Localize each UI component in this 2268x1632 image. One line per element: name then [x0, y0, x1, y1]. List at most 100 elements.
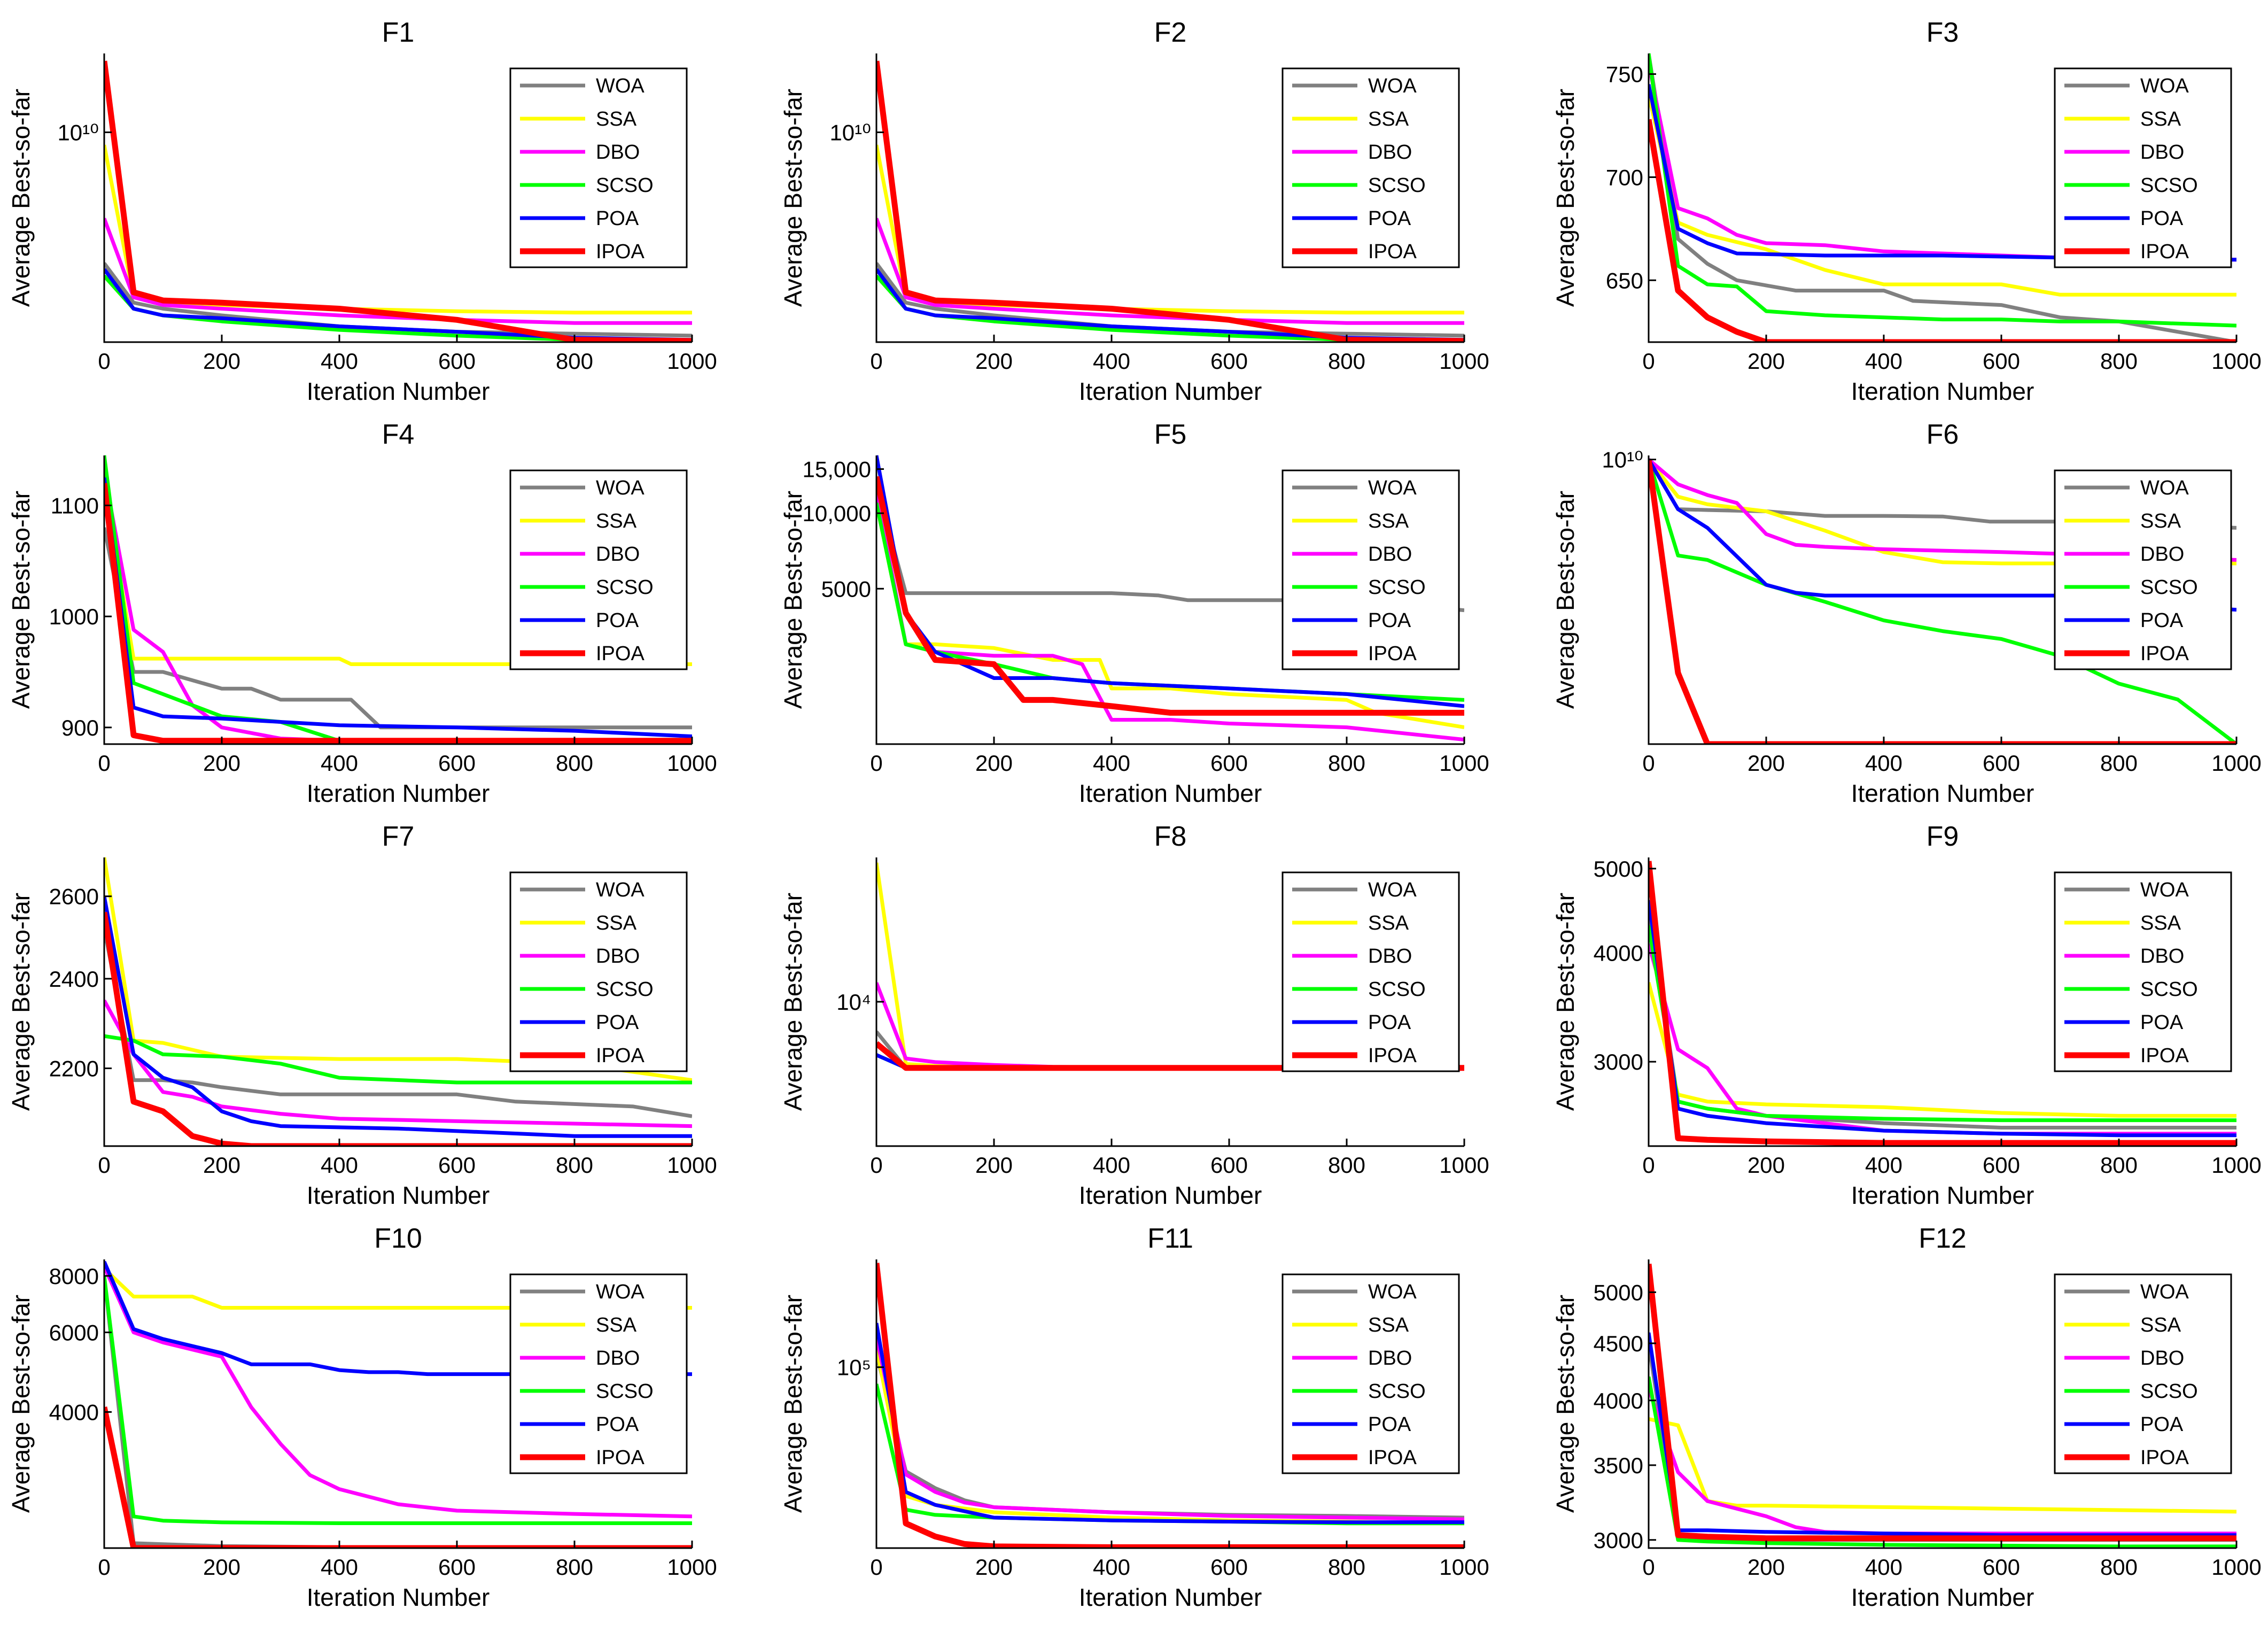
chart-f10: F10 0 200 400 600 800 1000 4000 6000 8000 Iteratio…: [7, 1223, 717, 1611]
legend-label-poa: POA: [1368, 1011, 1411, 1034]
chart-title: F3: [1927, 17, 1959, 48]
legend-label-ipoa: IPOA: [2140, 1045, 2189, 1067]
y-tick-label: 4000: [1594, 1388, 1643, 1413]
legend-label-ssa: SSA: [2140, 1314, 2181, 1336]
y-tick-label: 10,000: [803, 501, 871, 526]
series-line-scso: [1649, 53, 2236, 328]
y-axis-label: Average Best-so-far: [1551, 893, 1579, 1111]
legend-label-ssa: SSA: [596, 912, 637, 934]
series-line-ipoa: [1649, 459, 2236, 744]
chart-title: F12: [1919, 1223, 1967, 1254]
chart-f4: F4 0 200 400 600 800 1000 900 1000 1100 Iteration …: [7, 419, 717, 807]
series-line-scso: [104, 1275, 692, 1525]
x-tick-label: 800: [1328, 349, 1365, 374]
x-tick-label: 0: [870, 1153, 882, 1178]
legend-label-woa: WOA: [2140, 1281, 2189, 1303]
chart-title: F9: [1927, 821, 1959, 852]
series-line-poa: [1649, 1332, 2236, 1537]
y-axis-label: Average Best-so-far: [7, 89, 35, 307]
series-line-woa: [104, 527, 692, 730]
x-tick-label: 200: [1747, 349, 1785, 374]
x-axis-label: Iteration Number: [1851, 377, 2034, 405]
legend-label-woa: WOA: [2140, 477, 2189, 499]
legend-label-dbo: DBO: [1368, 1347, 1412, 1370]
x-tick-label: 0: [870, 349, 882, 374]
legend-label-ssa: SSA: [2140, 912, 2181, 934]
legend-label-ipoa: IPOA: [1368, 241, 1417, 263]
x-tick-label: 800: [2100, 1554, 2138, 1580]
legend-box: [509, 1273, 688, 1474]
chart-title: F1: [382, 17, 415, 48]
x-tick-label: 400: [321, 349, 358, 374]
legend-label-ssa: SSA: [2140, 510, 2181, 532]
legend-label-woa: WOA: [596, 879, 644, 901]
x-tick-label: 200: [975, 751, 1013, 776]
y-tick-label: 3500: [1594, 1453, 1643, 1478]
x-tick-label: 0: [1642, 1153, 1655, 1178]
legend-label-poa: POA: [596, 1413, 639, 1436]
x-tick-label: 1000: [2211, 1153, 2261, 1178]
chart-f6: F6 0 200 400 600 800 1000 10¹⁰ Iteration Number A…: [1551, 419, 2262, 807]
x-tick-label: 1000: [667, 751, 717, 776]
y-axis-label: Average Best-so-far: [7, 1295, 35, 1513]
legend-label-ipoa: IPOA: [1368, 1447, 1417, 1469]
x-tick-label: 200: [203, 751, 240, 776]
x-tick-label: 200: [203, 1554, 240, 1580]
y-tick-label: 1100: [51, 493, 99, 518]
legend-box: [2054, 871, 2232, 1072]
legend-label-woa: WOA: [596, 75, 644, 97]
y-tick-label: 5000: [1594, 1280, 1643, 1305]
series-line-poa: [104, 896, 692, 1138]
legend-label-ssa: SSA: [596, 108, 637, 130]
series-line-ipoa: [104, 483, 692, 744]
series-line-ssa: [1649, 1417, 2236, 1514]
series-line-ipoa: [1649, 861, 2236, 1146]
x-tick-label: 0: [98, 1153, 110, 1178]
legend-box: [1281, 469, 1460, 670]
legend: WOA SSA DBO SCSO POA IPOA: [509, 1273, 688, 1474]
legend-box: [509, 67, 688, 268]
x-axis-label: Iteration Number: [1079, 779, 1262, 807]
y-tick-label: 2400: [49, 966, 99, 992]
legend-label-ssa: SSA: [1368, 510, 1409, 532]
x-axis-label: Iteration Number: [307, 1181, 490, 1209]
x-tick-label: 800: [556, 751, 593, 776]
legend-label-dbo: DBO: [596, 141, 640, 164]
x-tick-label: 1000: [2211, 349, 2261, 374]
chart-f5: F5 0 200 400 600 800 1000 5000 10,000 15,000 Itera…: [779, 419, 1489, 807]
chart-f9: F9 0 200 400 600 800 1000 3000 4000 5000 Iteration…: [1551, 821, 2262, 1209]
y-tick-label: 2600: [49, 884, 99, 909]
legend-label-dbo: DBO: [596, 1347, 640, 1370]
x-tick-label: 200: [203, 1153, 240, 1178]
x-axis-label: Iteration Number: [307, 1583, 490, 1611]
legend-box: [2054, 469, 2232, 670]
legend-label-ssa: SSA: [2140, 108, 2181, 130]
y-tick-label: 1000: [49, 604, 99, 629]
x-tick-label: 400: [1093, 349, 1130, 374]
x-tick-label: 400: [321, 751, 358, 776]
x-tick-label: 800: [2100, 349, 2138, 374]
legend-label-poa: POA: [2140, 207, 2184, 230]
y-tick-label: 5000: [1594, 856, 1643, 881]
y-axis-label: Average Best-so-far: [779, 491, 807, 709]
chart-title: F10: [374, 1223, 422, 1254]
legend-label-poa: POA: [2140, 1413, 2184, 1436]
legend-label-scso: SCSO: [1368, 1380, 1426, 1403]
x-axis-label: Iteration Number: [1851, 779, 2034, 807]
y-axis-label: Average Best-so-far: [779, 89, 807, 307]
legend-label-ssa: SSA: [596, 1314, 637, 1336]
x-tick-label: 400: [1093, 1153, 1130, 1178]
y-axis-label: Average Best-so-far: [779, 1295, 807, 1513]
x-tick-label: 1000: [1439, 1554, 1489, 1580]
y-tick-label: 10⁵: [837, 1355, 871, 1380]
x-tick-label: 1000: [1439, 1153, 1489, 1178]
x-tick-label: 600: [1210, 1153, 1248, 1178]
series-line-ssa: [1649, 94, 2236, 297]
series-line-ssa: [1649, 982, 2236, 1118]
y-axis-label: Average Best-so-far: [7, 893, 35, 1111]
y-tick-label: 900: [61, 715, 99, 740]
series-lines: [876, 60, 1464, 342]
x-axis-label: Iteration Number: [307, 377, 490, 405]
legend-label-ipoa: IPOA: [2140, 643, 2189, 665]
